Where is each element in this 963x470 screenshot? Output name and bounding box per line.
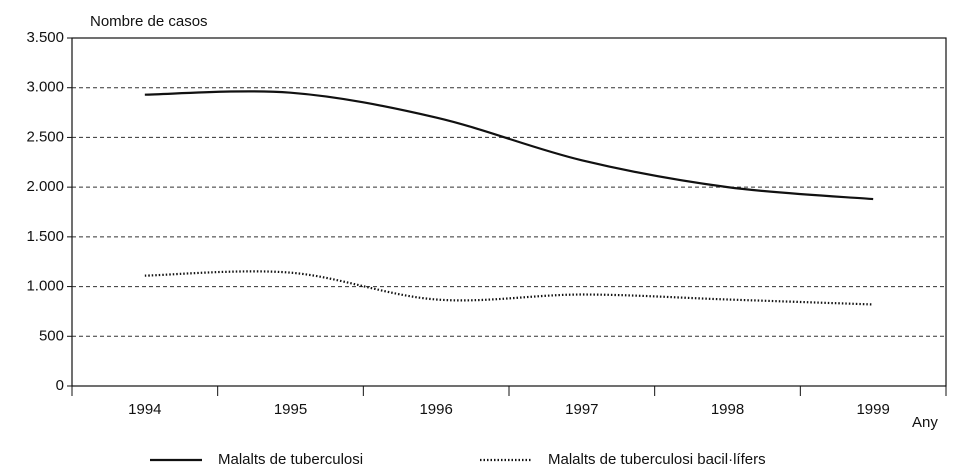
y-axis-label: Nombre de casos [90, 13, 208, 30]
y-tick-label: 1.000 [26, 278, 64, 295]
series-line [144, 90, 874, 201]
plot-frame [71, 37, 947, 387]
x-tick-label: 1997 [565, 401, 598, 418]
y-tick-label: 0 [56, 377, 64, 394]
y-tick-label: 1.500 [26, 228, 64, 245]
y-tick-label: 2.000 [26, 178, 64, 195]
x-tick-label: 1998 [711, 401, 744, 418]
x-axis-label: Any [912, 414, 938, 431]
y-tick-label: 3.000 [26, 79, 64, 96]
x-tick-label: 1999 [856, 401, 889, 418]
x-tick-label: 1994 [128, 401, 161, 418]
y-tick-label: 2.500 [26, 128, 64, 145]
y-tick-label: 3.500 [26, 29, 64, 46]
series-line [144, 270, 874, 306]
x-tick-label: 1996 [419, 401, 452, 418]
x-tick-label: 1995 [274, 401, 307, 418]
legend-label: Malalts de tuberculosi [218, 451, 363, 468]
y-tick-label: 500 [39, 327, 64, 344]
legend-label: Malalts de tuberculosi bacil·lífers [548, 451, 766, 468]
